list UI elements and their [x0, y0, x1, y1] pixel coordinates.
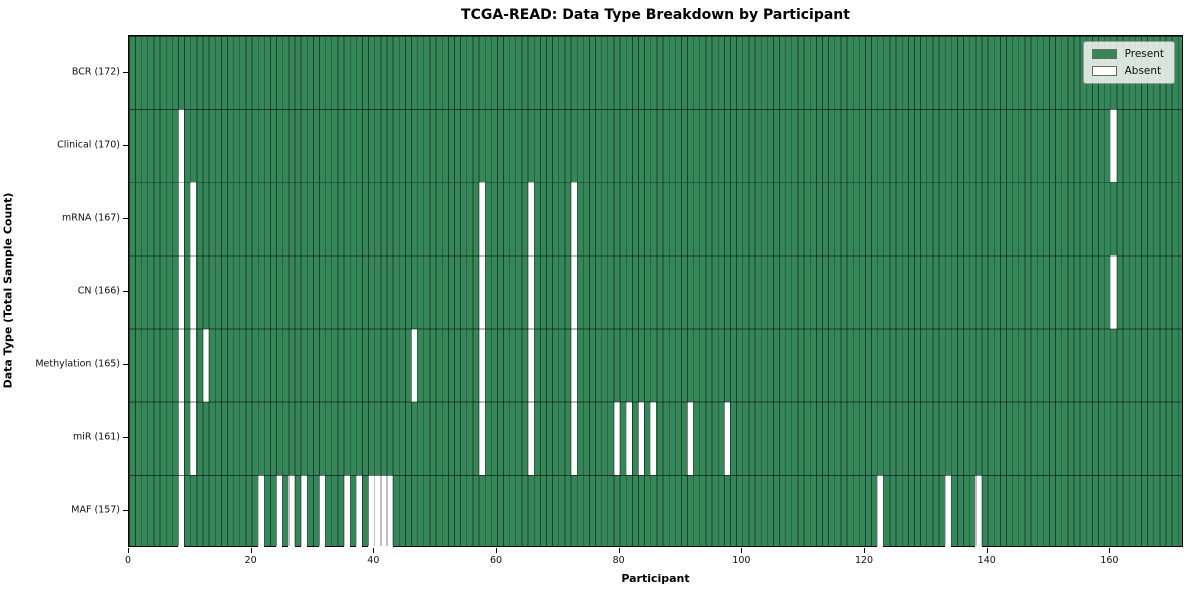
y-tick-mark: [123, 217, 128, 219]
y-tick-mark: [123, 364, 128, 366]
row-divider-lines: [129, 36, 1182, 546]
legend-item-absent: Absent: [1091, 65, 1164, 77]
row-label-Methylation: Methylation (165): [35, 358, 120, 370]
row-label-CN: CN (166): [77, 285, 120, 297]
x-tick-mark: [1109, 548, 1111, 553]
x-tick-mark: [618, 548, 620, 553]
x-tick-mark: [864, 548, 866, 553]
x-tick-label-0: 0: [124, 555, 132, 566]
x-tick-mark: [250, 548, 252, 553]
row-label-Clinical: Clinical (170): [57, 139, 120, 151]
x-tick-label-20: 20: [244, 555, 257, 566]
row-label-MAF: MAF (157): [71, 504, 120, 516]
plot-area: Present Absent: [128, 35, 1183, 548]
x-tick-label-120: 120: [854, 555, 874, 566]
present-swatch-icon: [1091, 49, 1117, 59]
y-tick-mark: [123, 437, 128, 439]
y-tick-mark: [123, 510, 128, 512]
x-tick-label-140: 140: [977, 555, 996, 566]
legend-present-label: Present: [1124, 48, 1164, 60]
x-tick-label-160: 160: [1100, 555, 1119, 566]
row-label-mRNA: mRNA (167): [61, 212, 120, 224]
absent-swatch-icon: [1091, 66, 1117, 76]
row-label-miR: miR (161): [72, 431, 120, 443]
x-tick-mark: [373, 548, 375, 553]
row-label-BCR: BCR (172): [71, 66, 120, 78]
x-tick-label-40: 40: [367, 555, 380, 566]
x-tick-mark: [496, 548, 498, 553]
y-tick-mark: [123, 71, 128, 73]
x-tick-label-60: 60: [489, 555, 503, 566]
x-tick-mark: [986, 548, 988, 553]
x-tick-mark: [741, 548, 743, 553]
y-tick-mark: [123, 144, 128, 146]
x-axis-label: Participant: [621, 572, 690, 585]
x-tick-mark: [128, 548, 129, 553]
x-tick-label-100: 100: [732, 555, 751, 566]
x-tick-label-80: 80: [612, 555, 625, 566]
legend-item-present: Present: [1091, 48, 1164, 60]
legend: Present Absent: [1082, 41, 1175, 84]
legend-absent-label: Absent: [1124, 65, 1162, 77]
y-tick-mark: [123, 291, 128, 292]
chart-title: TCGA-READ: Data Type Breakdown by Partic…: [461, 7, 850, 23]
